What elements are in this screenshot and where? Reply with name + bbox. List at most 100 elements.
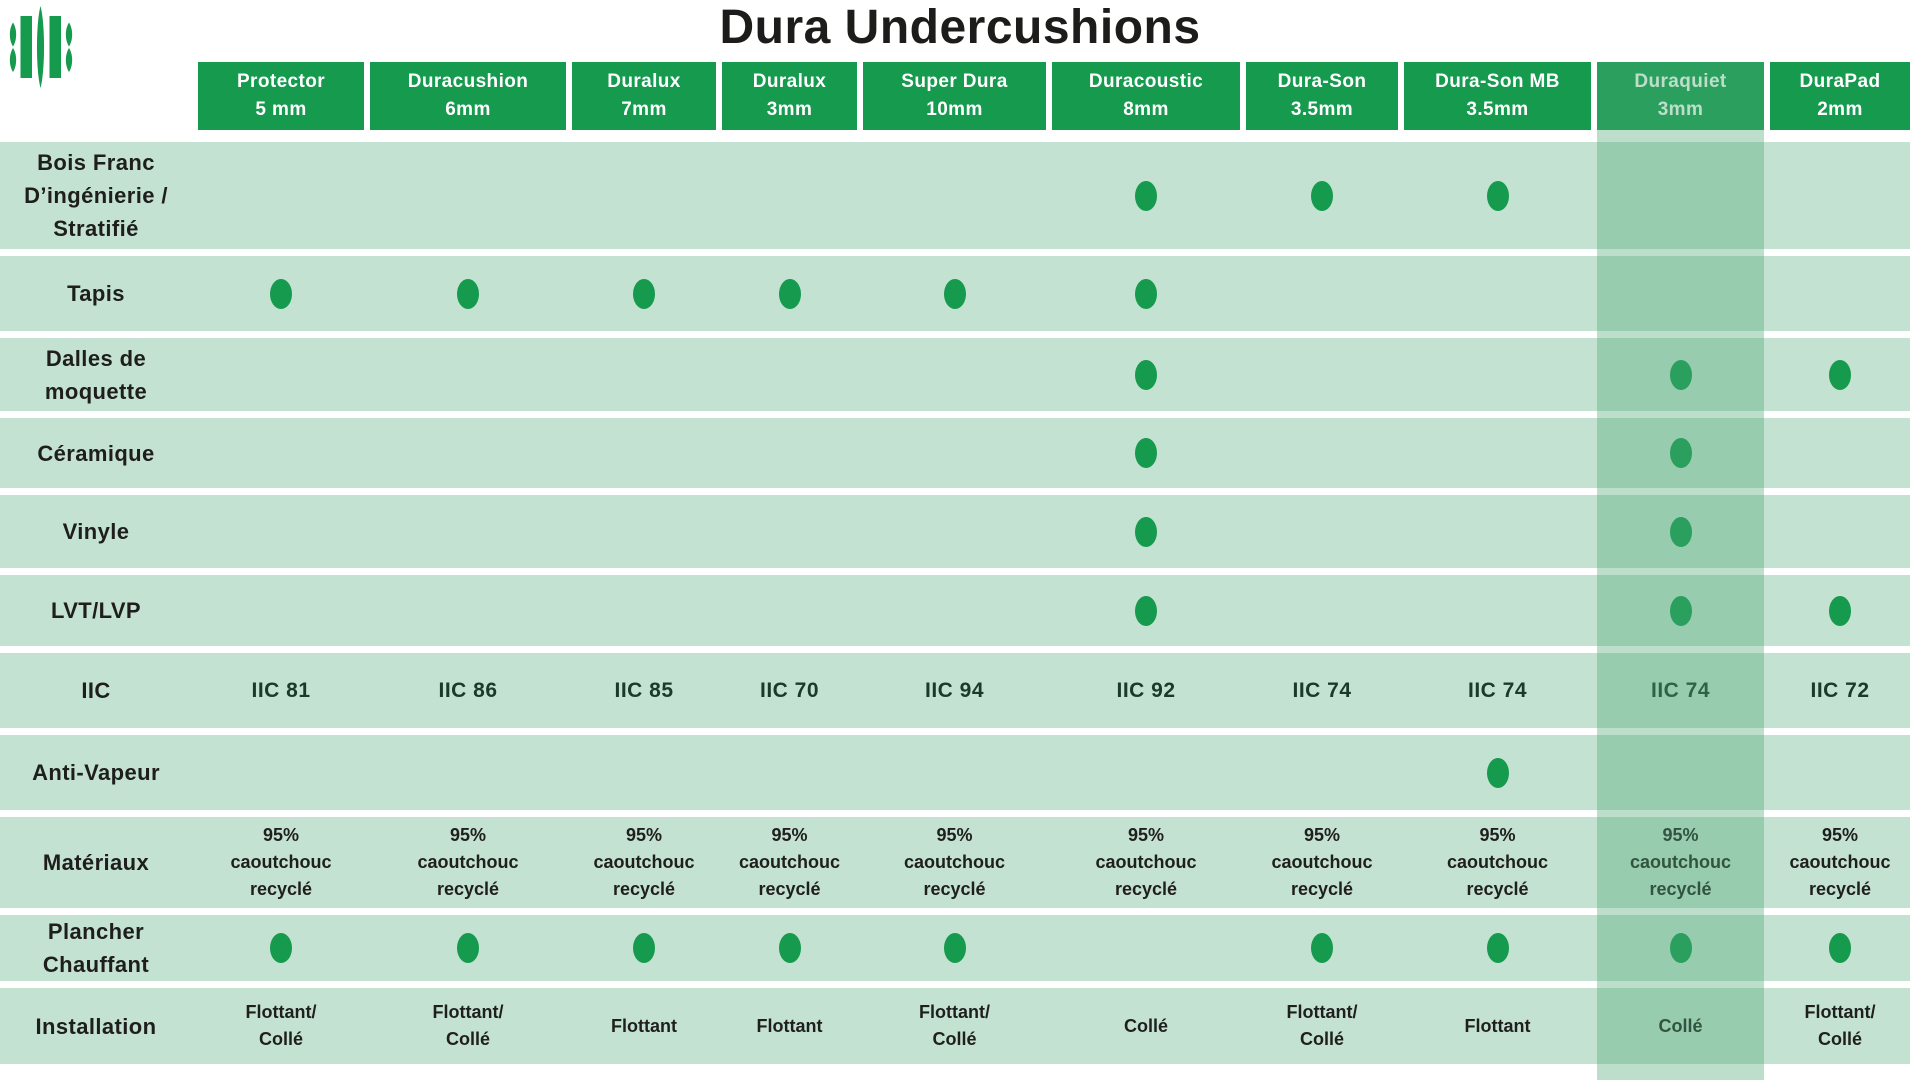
table-cell: [572, 575, 716, 646]
table-cell: [198, 418, 364, 488]
table-cell: [863, 418, 1046, 488]
product-name: Dura-Son: [1277, 70, 1367, 92]
table-cell: [1770, 338, 1910, 411]
table-row: Matériaux 95% caoutchouc recyclé 95% caout…: [0, 817, 1910, 908]
table-cell: [863, 575, 1046, 646]
table-cell: [198, 142, 364, 249]
product-thickness: 10mm: [926, 99, 983, 120]
check-dot-icon: [1311, 180, 1333, 211]
table-cell: Collé: [1123, 1015, 1168, 1036]
table-cell: 95% caoutchouc recyclé: [903, 825, 1005, 899]
table-cell: [1404, 495, 1591, 568]
table-row: Céramique: [0, 418, 1910, 488]
table-cell: [863, 495, 1046, 568]
table-cell: [198, 575, 364, 646]
column-header-durapad-2mm: DuraPad 2mm: [1770, 62, 1910, 130]
table-cell: [1404, 575, 1591, 646]
table-cell: [1246, 495, 1398, 568]
check-dot-icon: [1669, 595, 1692, 626]
product-name: Super Dura: [901, 70, 1008, 92]
table-cell: IIC 86: [438, 678, 498, 702]
column-header-duralux-7mm: Duralux 7mm: [572, 62, 716, 130]
table-row: Installation Flottant/ Collé Flottant/ Col…: [0, 988, 1910, 1064]
table-cell: Flottant/ Collé: [432, 1002, 504, 1049]
table-row: Bois Franc D’ingénierie / Stratifié: [0, 142, 1910, 249]
table-cell: [1770, 495, 1910, 568]
table-cell: [1770, 256, 1910, 331]
product-name: Duracushion: [407, 70, 529, 92]
product-thickness: 6mm: [445, 99, 491, 120]
table-cell: [1597, 256, 1764, 331]
table-body: Bois Franc D’ingénierie / Stratifié Tapis…: [0, 142, 1910, 1064]
table-cell: [863, 256, 1046, 331]
table-cell: Flottant/ Collé: [1804, 1002, 1876, 1049]
table-cell: [572, 418, 716, 488]
table-cell: Flottant: [756, 1015, 823, 1036]
table-cell: [1246, 915, 1398, 981]
table-row: Plancher Chauffant: [0, 915, 1910, 981]
column-header-dura-son-3.5mm: Dura-Son 3.5mm: [1246, 62, 1398, 130]
table-cell: [722, 142, 857, 249]
table-cell: IIC 70: [759, 678, 820, 702]
table-cell: 95% caoutchouc recyclé: [738, 825, 840, 899]
check-dot-icon: [1135, 359, 1157, 390]
check-dot-icon: [270, 933, 292, 963]
table-cell: [1052, 418, 1240, 488]
table-cell: Flottant/ Collé: [245, 1002, 317, 1049]
table-cell: [1052, 575, 1240, 646]
table-cell: [1597, 142, 1764, 249]
product-thickness: 7mm: [621, 99, 667, 120]
table-cell: [1770, 418, 1910, 488]
table-cell: [370, 142, 566, 249]
table-cell: IIC 92: [1116, 678, 1176, 702]
check-dot-icon: [1486, 933, 1509, 963]
table-cell: [1052, 915, 1240, 981]
row-label: Tapis: [67, 281, 125, 306]
table-cell: [572, 256, 716, 331]
table-cell: [1246, 418, 1398, 488]
row-label: Plancher Chauffant: [42, 919, 150, 977]
header-spacer: [0, 62, 192, 130]
product-name: Dura-Son MB: [1435, 70, 1560, 92]
table-row: IIC IIC 81 IIC 86 IIC 85 IIC 70 IIC 94 IIC 92 I…: [0, 653, 1910, 728]
product-name: Protector: [236, 70, 326, 92]
check-dot-icon: [1669, 933, 1692, 963]
column-header-duraquiet-3mm: Duraquiet 3mm: [1597, 62, 1764, 130]
table-cell: [370, 338, 566, 411]
table-row: Vinyle: [0, 495, 1910, 568]
table-cell: [572, 735, 716, 810]
row-label: IIC: [81, 678, 111, 703]
table-cell: [1246, 338, 1398, 411]
table-cell: [370, 495, 566, 568]
table-cell: [370, 915, 566, 981]
table-cell: 95% caoutchouc recyclé: [593, 825, 695, 899]
row-label: Installation: [35, 1013, 157, 1039]
table-cell: [1597, 735, 1764, 810]
table-cell: [1597, 418, 1764, 488]
product-name: Duralux: [752, 70, 827, 92]
table-cell: [1770, 915, 1910, 981]
check-dot-icon: [270, 278, 292, 309]
column-header-duralux-3mm: Duralux 3mm: [722, 62, 857, 130]
table-cell: [722, 915, 857, 981]
check-dot-icon: [1135, 180, 1157, 211]
check-dot-icon: [1135, 438, 1157, 468]
product-thickness: 3mm: [766, 99, 813, 120]
table-cell: [572, 338, 716, 411]
product-thickness: 3mm: [1657, 99, 1704, 120]
table-cell: 95% caoutchouc recyclé: [417, 825, 519, 899]
table-cell: [722, 418, 857, 488]
table-cell: [1246, 575, 1398, 646]
table-cell: [1246, 735, 1398, 810]
table-cell: [1597, 338, 1764, 411]
page-title: Dura Undercushions: [719, 1, 1201, 54]
table-cell: [198, 338, 364, 411]
table-cell: Collé: [1658, 1015, 1703, 1036]
check-dot-icon: [1829, 933, 1851, 963]
row-label: Vinyle: [62, 519, 130, 544]
check-dot-icon: [633, 278, 655, 309]
table-cell: [370, 256, 566, 331]
table-cell: [1404, 418, 1591, 488]
row-label: Anti-Vapeur: [32, 760, 160, 785]
